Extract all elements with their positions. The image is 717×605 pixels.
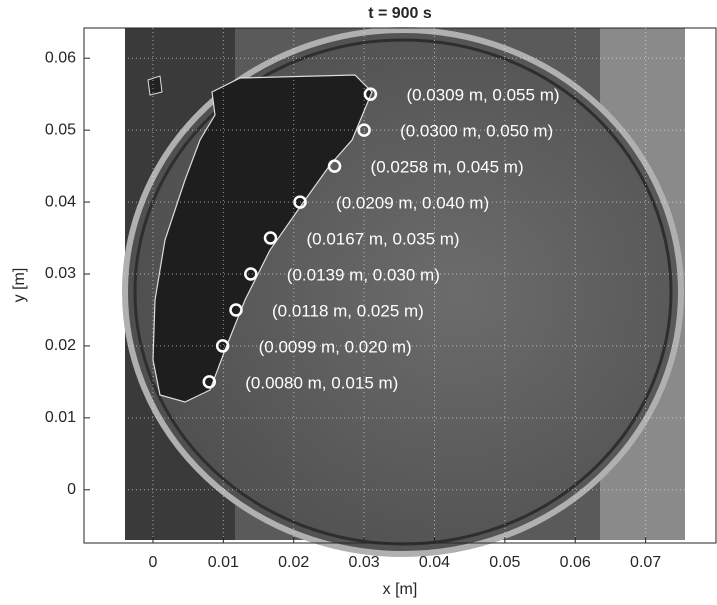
x-tick-label: 0.06 <box>560 554 591 571</box>
point <box>363 87 378 101</box>
point <box>293 195 307 209</box>
point <box>202 375 217 389</box>
point-label: (0.0258 m, 0.045 m) <box>371 158 524 177</box>
point <box>215 339 230 353</box>
x-tick-label: 0.03 <box>349 554 380 571</box>
y-tick-label: 0.06 <box>45 49 76 66</box>
y-tick-label: 0.05 <box>45 121 76 138</box>
point <box>327 159 342 173</box>
point-label: (0.0309 m, 0.055 m) <box>406 86 559 105</box>
y-tick-label: 0.01 <box>45 409 76 426</box>
point-label: (0.0300 m, 0.050 m) <box>400 122 553 141</box>
point <box>263 231 278 245</box>
x-tick-label: 0 <box>149 554 158 571</box>
y-tick-label: 0.02 <box>45 337 76 354</box>
chart-title: t = 900 s <box>368 5 432 22</box>
point-label: (0.0209 m, 0.040 m) <box>336 194 489 213</box>
point-label: (0.0139 m, 0.030 m) <box>287 265 440 284</box>
x-tick-label: 0.04 <box>419 554 450 571</box>
point-label: (0.0099 m, 0.020 m) <box>259 337 412 356</box>
point-label: (0.0080 m, 0.015 m) <box>245 373 398 392</box>
y-tick-label: 0.04 <box>45 193 76 210</box>
x-tick-label: 0.07 <box>630 554 661 571</box>
x-tick-label: 0.01 <box>208 554 239 571</box>
background-image <box>122 27 685 557</box>
point-label: (0.0118 m, 0.025 m) <box>272 301 424 320</box>
point-label: (0.0167 m, 0.035 m) <box>307 230 460 249</box>
x-tick-label: 0.02 <box>278 554 309 571</box>
y-tick-label: 0.03 <box>45 265 76 282</box>
axes-box <box>83 27 717 544</box>
point <box>244 267 258 281</box>
y-tick-label: 0 <box>67 481 76 498</box>
point <box>229 303 243 317</box>
x-axis-label: x [m] <box>383 581 418 598</box>
x-tick-label: 0.05 <box>489 554 520 571</box>
y-axis-label: y [m] <box>11 268 28 303</box>
point <box>357 123 371 137</box>
